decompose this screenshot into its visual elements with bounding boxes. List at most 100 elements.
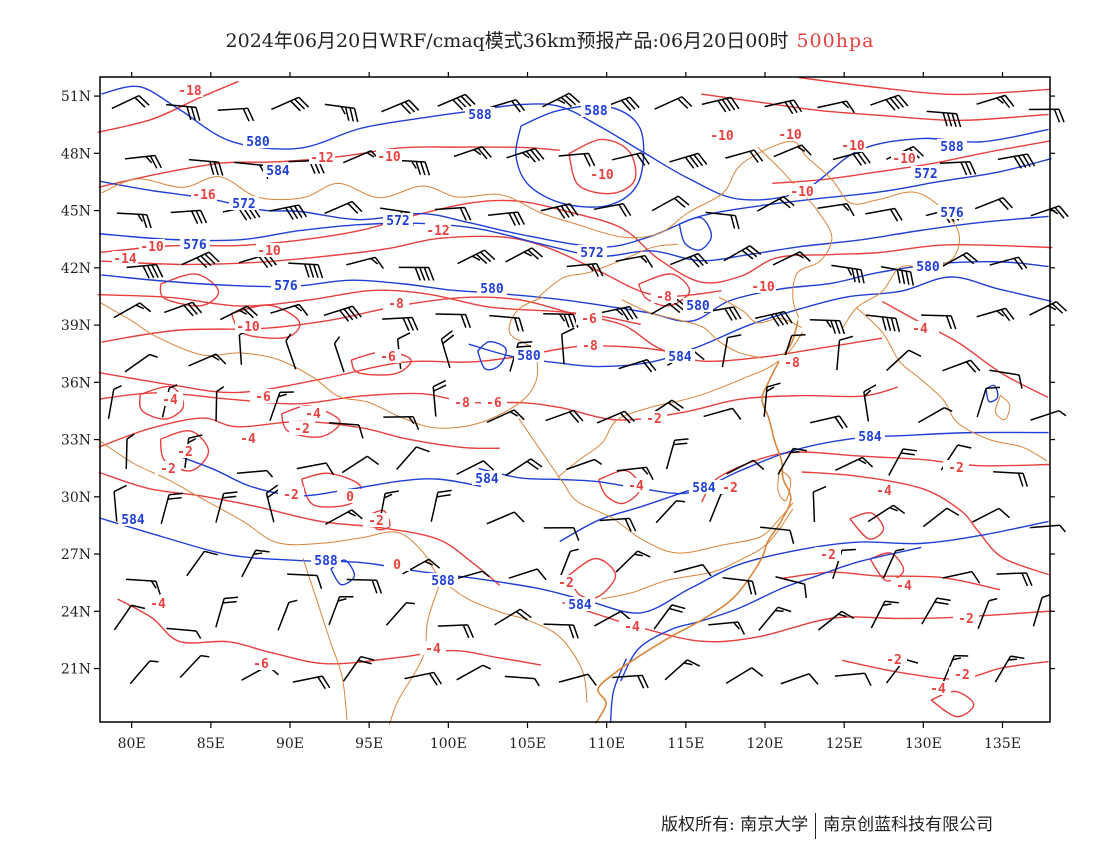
wind-barb bbox=[599, 517, 637, 532]
height-label-bg bbox=[565, 597, 595, 611]
wind-barb bbox=[126, 263, 164, 279]
wind-barb bbox=[651, 195, 690, 212]
wind-barb bbox=[188, 353, 227, 367]
boundary-line bbox=[621, 299, 763, 359]
temperature-contour bbox=[798, 76, 1051, 96]
temp-label-bg bbox=[384, 557, 410, 571]
wind-barb bbox=[558, 548, 579, 580]
wind-barb bbox=[113, 484, 127, 522]
wind-barb bbox=[343, 150, 382, 164]
height-label-bg bbox=[913, 259, 943, 273]
temp-label: -8 bbox=[454, 396, 470, 411]
temp-label-bg bbox=[623, 478, 649, 492]
wind-barb bbox=[701, 96, 740, 113]
wind-barb bbox=[432, 379, 447, 417]
footer-right: 南京创蓝科技有限公司 bbox=[823, 815, 994, 835]
temp-label-bg bbox=[815, 547, 841, 561]
wind-barb bbox=[508, 568, 547, 581]
wind-barb bbox=[558, 673, 597, 686]
wind-barb bbox=[277, 599, 298, 631]
wind-barb bbox=[888, 448, 917, 476]
wind-barb bbox=[812, 485, 827, 523]
wind-barb bbox=[179, 654, 210, 679]
temp-label: -8 bbox=[656, 290, 672, 305]
wind-barb bbox=[456, 460, 495, 476]
temp-label: -2 bbox=[283, 488, 299, 503]
temperature-contour bbox=[801, 471, 1049, 576]
temp-label: -2 bbox=[646, 412, 662, 427]
wind-barb bbox=[755, 310, 793, 327]
wind-barb bbox=[777, 447, 808, 475]
wind-barb bbox=[342, 655, 375, 682]
lat-label: 36N bbox=[61, 375, 91, 391]
wind-barb bbox=[219, 305, 258, 321]
temp-label: -2 bbox=[886, 653, 902, 668]
wind-barb bbox=[725, 149, 764, 163]
temp-label: -4 bbox=[624, 620, 640, 635]
temp-label: -10 bbox=[841, 139, 865, 154]
wind-barb bbox=[113, 604, 146, 631]
height-label: 584 bbox=[668, 350, 692, 365]
wind-barb bbox=[215, 596, 239, 628]
coastline bbox=[594, 320, 799, 724]
height-label-bg bbox=[311, 553, 341, 567]
lat-label: 21N bbox=[61, 662, 91, 678]
wind-barb bbox=[809, 318, 846, 335]
height-contour bbox=[468, 276, 1052, 368]
height-label: 584 bbox=[266, 164, 290, 179]
wind-barb bbox=[270, 303, 309, 316]
wind-barb bbox=[596, 410, 635, 424]
wind-barb bbox=[396, 446, 430, 470]
wind-barb bbox=[328, 595, 354, 626]
wind-barb bbox=[333, 336, 345, 373]
wind-barb bbox=[997, 153, 1036, 169]
height-label-bg bbox=[428, 573, 458, 587]
wind-barb bbox=[265, 484, 280, 523]
wind-barb bbox=[437, 624, 475, 639]
wind-barb bbox=[976, 307, 1015, 322]
wind-barb bbox=[341, 455, 380, 474]
wind-barb bbox=[653, 604, 686, 630]
boundary-line bbox=[100, 296, 544, 429]
title-level: 500hpa bbox=[796, 30, 875, 52]
wind-barb bbox=[170, 209, 208, 224]
wind-barb bbox=[593, 203, 632, 217]
wind-barb bbox=[271, 96, 310, 112]
temp-label: -10 bbox=[892, 152, 916, 167]
temperature-contour bbox=[98, 471, 501, 586]
temp-label: -6 bbox=[253, 657, 269, 672]
temp-label-bg bbox=[375, 349, 401, 363]
lat-label: 39N bbox=[61, 318, 91, 334]
wind-barb bbox=[922, 507, 960, 528]
height-label: 588 bbox=[468, 108, 492, 123]
wind-barb bbox=[116, 212, 152, 229]
temp-label-bg bbox=[576, 311, 602, 325]
temp-label: -2 bbox=[368, 514, 384, 529]
temp-label-bg bbox=[871, 483, 897, 497]
wind-barb bbox=[346, 578, 383, 594]
temp-label-bg bbox=[553, 575, 579, 589]
wind-barb bbox=[165, 103, 201, 121]
wind-barb bbox=[124, 353, 158, 373]
wind-barb bbox=[977, 597, 998, 629]
temperature-contour-loop bbox=[568, 138, 637, 195]
wind-barb bbox=[558, 152, 596, 167]
temp-label-bg bbox=[248, 656, 274, 670]
lon-label: 130E bbox=[905, 736, 942, 752]
temp-label: -4 bbox=[912, 322, 928, 337]
boundary-line bbox=[757, 146, 833, 318]
wind-barb bbox=[269, 204, 308, 220]
wind-barb bbox=[129, 660, 159, 685]
temp-label: -8 bbox=[388, 297, 404, 312]
temp-label: -12 bbox=[310, 151, 333, 166]
boundaries-layer bbox=[97, 140, 1048, 726]
height-label: 576 bbox=[274, 279, 298, 294]
boundary-line bbox=[97, 439, 588, 703]
height-label-bg bbox=[855, 429, 885, 443]
wind-barb bbox=[504, 675, 540, 687]
temp-label-bg bbox=[840, 138, 866, 152]
temp-label: -10 bbox=[236, 320, 260, 335]
wind-barb bbox=[835, 456, 874, 472]
temp-label: -4 bbox=[240, 432, 256, 447]
